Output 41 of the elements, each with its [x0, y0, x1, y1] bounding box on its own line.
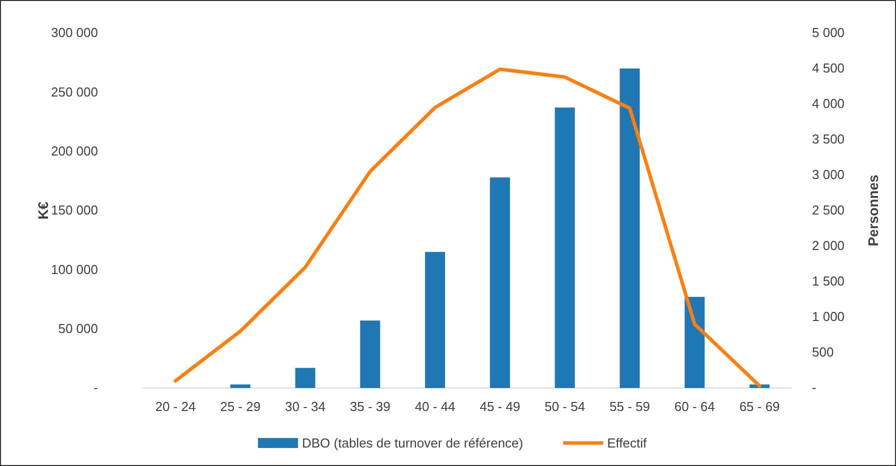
- y-tick-label: 150 000: [51, 202, 98, 218]
- x-tick-label: 20 - 24: [155, 399, 196, 414]
- bar: [620, 68, 640, 388]
- x-tick-label: 50 - 54: [544, 399, 586, 414]
- bar: [360, 320, 380, 388]
- x-tick-label: 35 - 39: [350, 399, 390, 414]
- y-tick-label: 50 000: [58, 320, 98, 336]
- bar: [425, 252, 446, 388]
- y2-tick-label: -: [812, 380, 816, 396]
- y2-tick-label: 4 000: [812, 96, 845, 112]
- legend-label: Effectif: [607, 436, 647, 450]
- y-axis-title: K€: [35, 201, 51, 220]
- bar: [490, 177, 510, 388]
- y2-axis-title: Personnes: [865, 174, 881, 246]
- y-tick-label: 250 000: [51, 84, 98, 100]
- y2-tick-label: 5 000: [812, 25, 845, 40]
- y2-tick-label: 2 500: [812, 202, 845, 218]
- y2-tick-label: 4 500: [812, 60, 845, 76]
- line-series: [174, 67, 762, 388]
- y2-tick-label: 1 500: [812, 274, 845, 289]
- bar: [230, 384, 250, 388]
- x-tick-label: 25 - 29: [220, 399, 261, 414]
- y2-tick-label: 3 500: [812, 132, 845, 147]
- bar: [554, 108, 575, 388]
- y2-tick-label: 500: [812, 344, 834, 360]
- x-tick-label: 65 - 69: [739, 399, 780, 414]
- y-tick-label: 100 000: [51, 262, 98, 277]
- y2-tick-label: 3 000: [812, 167, 845, 182]
- y2-tick-label: 1 000: [812, 309, 845, 324]
- legend-label: DBO (tables de turnover de référence): [302, 436, 524, 450]
- x-tick-label: 55 - 59: [610, 399, 650, 414]
- x-tick-label: 45 - 49: [480, 399, 520, 414]
- y-tick-label: -: [94, 380, 98, 396]
- y-tick-label: 200 000: [51, 143, 98, 158]
- bar: [295, 368, 316, 388]
- bar: [684, 296, 705, 388]
- x-tick-label: 60 - 64: [674, 399, 715, 414]
- x-tick-label: 30 - 34: [285, 399, 326, 414]
- y2-tick-label: 2 000: [812, 238, 845, 254]
- x-tick-label: 40 - 44: [414, 399, 456, 414]
- y-tick-label: 300 000: [51, 25, 98, 40]
